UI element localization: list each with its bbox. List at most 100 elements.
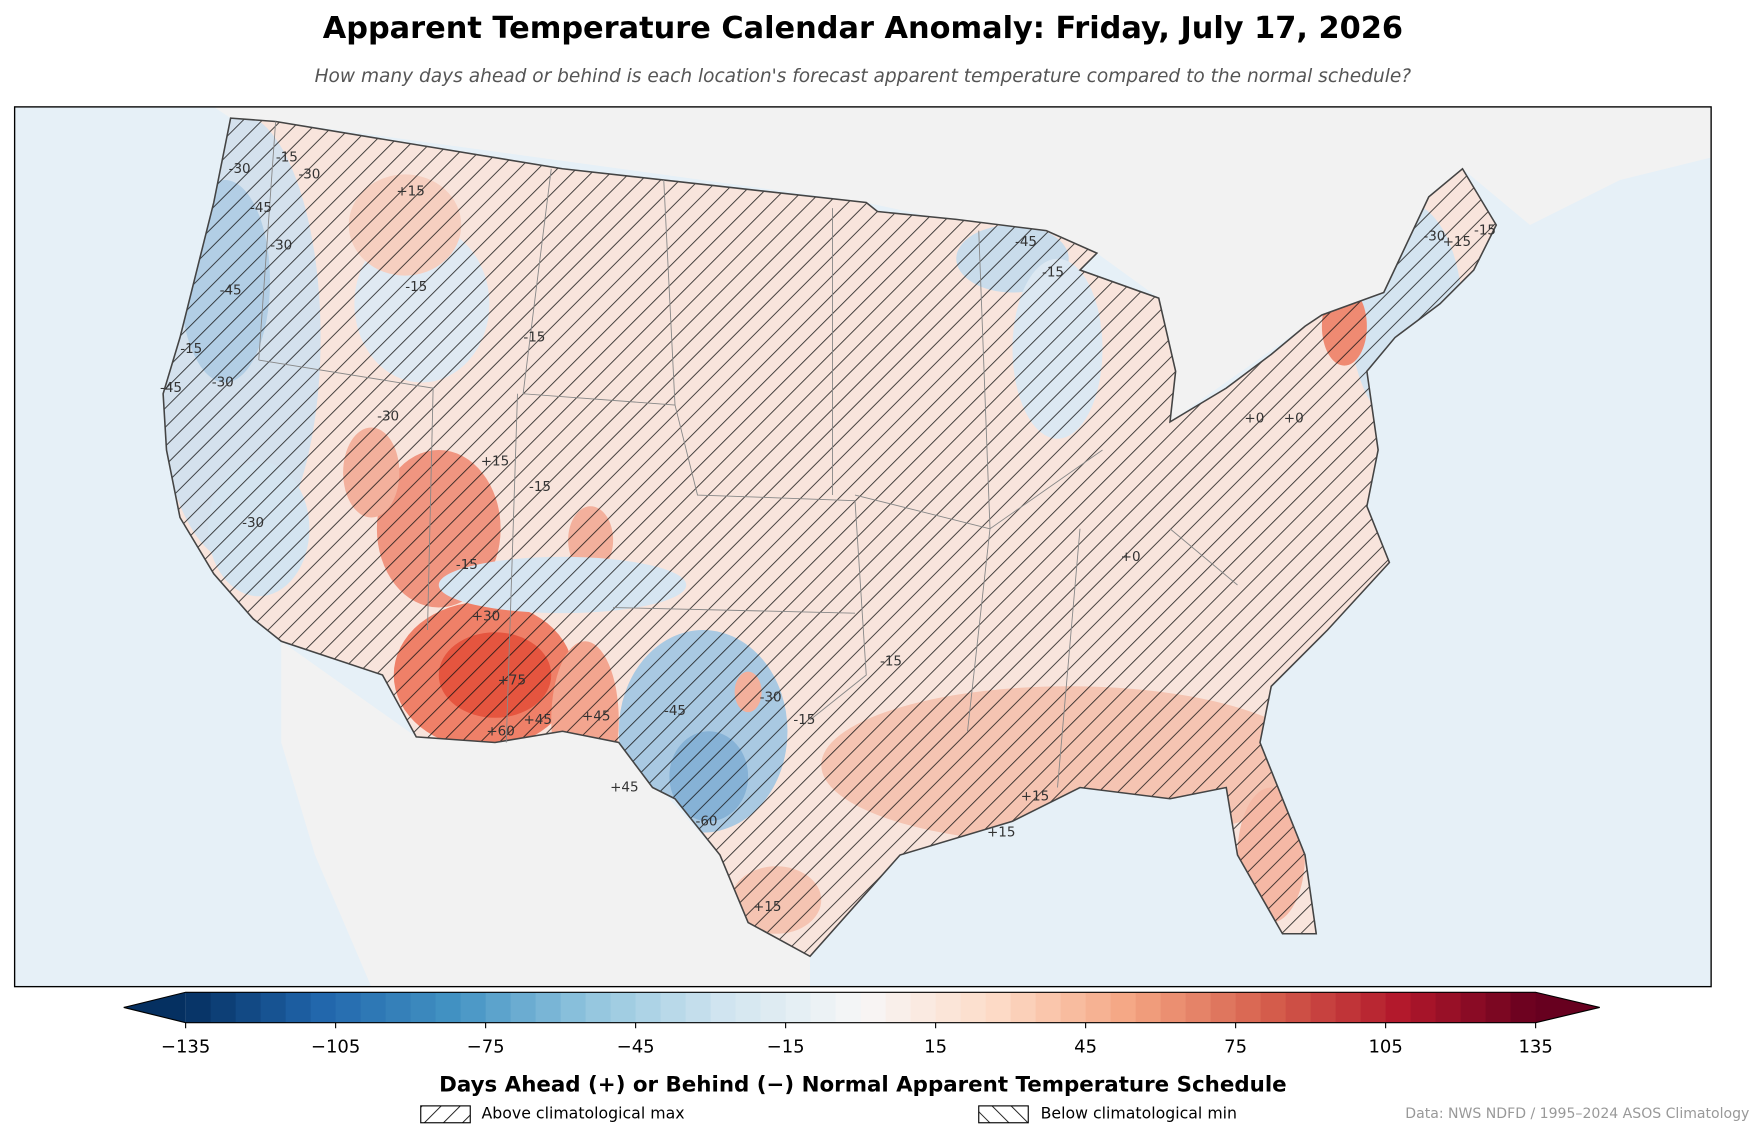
contour-label: +15: [753, 899, 781, 915]
contour-label: -45: [160, 380, 182, 396]
colorbar-segment: [435, 992, 462, 1023]
contour-label: -45: [220, 282, 242, 298]
contour-label: +75: [498, 673, 527, 689]
contour-label: +45: [524, 712, 553, 728]
colorbar-tick-label: −135: [161, 1036, 210, 1057]
colorbar-segment: [1485, 992, 1512, 1023]
colorbar-segment: [1160, 992, 1187, 1023]
subtitle: How many days ahead or behind is each lo…: [315, 66, 1412, 87]
colorbar-segment: [1185, 992, 1212, 1023]
colorbar-segment: [560, 992, 587, 1023]
colorbar-segment: [1385, 992, 1412, 1023]
contour-label: -15: [1042, 264, 1064, 280]
colorbar-segment: [460, 992, 487, 1023]
colorbar-segment: [810, 992, 837, 1023]
colorbar-segment: [960, 992, 987, 1023]
contour-label: +15: [396, 183, 425, 199]
colorbar-segment: [760, 992, 787, 1023]
contour-label: +45: [610, 780, 638, 796]
contour-label: -45: [1015, 234, 1037, 250]
colorbar-segment: [1060, 992, 1087, 1023]
colorbar-segment: [360, 992, 387, 1023]
colorbar-segment: [885, 992, 912, 1023]
colorbar-segment: [735, 992, 762, 1023]
mexico: [281, 641, 810, 987]
colorbar-segment: [1460, 992, 1487, 1023]
colorbar-segment: [1260, 992, 1287, 1023]
legend-label: Above climatological max: [482, 1103, 685, 1122]
contour-label: +15: [987, 825, 1015, 841]
colorbar-tick-label: −105: [311, 1036, 360, 1057]
contour-label: +15: [1021, 789, 1050, 805]
colorbar-segment: [985, 992, 1012, 1023]
contour-label: -15: [523, 330, 545, 346]
legend-swatch: [978, 1105, 1029, 1124]
colorbar-segment: [1235, 992, 1262, 1023]
contour-label: +45: [582, 709, 610, 725]
colorbar-segment: [610, 992, 637, 1023]
colorbar-segment: [1310, 992, 1337, 1023]
colorbar-segment: [535, 992, 562, 1023]
contour-label: -15: [456, 557, 478, 573]
contour-label: +0: [1244, 411, 1264, 427]
colorbar-tick-label: −15: [767, 1036, 805, 1057]
colorbar-segment: [335, 992, 362, 1023]
colorbar-tick-label: 135: [1518, 1036, 1552, 1057]
contour-label: -15: [880, 654, 902, 670]
colorbar-segment: [1435, 992, 1462, 1023]
colorbar-segment: [685, 992, 712, 1023]
colorbar-tick-label: −45: [617, 1036, 655, 1057]
contour-label: -30: [242, 515, 264, 531]
colorbar-segment: [510, 992, 537, 1023]
colorbar-segment: [710, 992, 737, 1023]
colorbar-segment: [785, 992, 812, 1023]
canada: [14, 106, 1712, 422]
colorbar-segment: [310, 992, 337, 1023]
colorbar-segment: [235, 992, 262, 1023]
colorbar-segment: [260, 992, 287, 1023]
colorbar-segment: [1360, 992, 1387, 1023]
colorbar-segment: [485, 992, 512, 1023]
colorbar-segment: [1035, 992, 1062, 1023]
legend-swatch: [420, 1105, 471, 1124]
credit: Data: NWS NDFD / 1995–2024 ASOS Climatol…: [1405, 1106, 1749, 1122]
contour-label: -15: [529, 479, 551, 495]
colorbar-segment: [1335, 992, 1362, 1023]
contour-label: -30: [1423, 228, 1445, 244]
colorbar-segment: [660, 992, 687, 1023]
colorbar-segment: [635, 992, 662, 1023]
contour-label: -15: [793, 712, 815, 728]
contour-label: -30: [229, 161, 251, 177]
colorbar-label: Days Ahead (+) or Behind (−) Normal Appa…: [439, 1073, 1287, 1098]
colorbar-segment: [210, 992, 237, 1023]
contour-label: -30: [212, 375, 234, 391]
contour-label: -30: [298, 166, 320, 182]
colorbar-segment: [585, 992, 612, 1023]
legend: Above climatological max Below climatolo…: [420, 1103, 1237, 1124]
colorbar-segment: [1085, 992, 1112, 1023]
colorbar-tick-label: −75: [467, 1036, 505, 1057]
contour-label: -15: [1474, 223, 1496, 239]
colorbar-segment: [1510, 992, 1537, 1023]
contour-label: -45: [664, 703, 686, 719]
contour-label: -15: [405, 279, 427, 295]
contour-label: +60: [486, 723, 515, 739]
colorbar-segment: [1210, 992, 1237, 1023]
colorbar-segment: [185, 992, 212, 1023]
contour-label: +15: [481, 453, 510, 469]
contour-label: -30: [760, 690, 782, 706]
contour-label: +0: [1121, 549, 1141, 565]
contour-label: -15: [276, 150, 298, 166]
colorbar-extend: [123, 992, 186, 1023]
colorbar-tick-label: 15: [924, 1036, 947, 1057]
legend-label: Below climatological min: [1041, 1103, 1237, 1122]
colorbar: −135 −105 −75 −45 −15 15 45 75 105 135: [123, 991, 1600, 1057]
colorbar-segment: [1285, 992, 1312, 1023]
colorbar-segment: [1010, 992, 1037, 1023]
contour-label: -60: [695, 813, 717, 829]
colorbar-tick-label: 75: [1224, 1036, 1247, 1057]
colorbar-segment: [835, 992, 862, 1023]
contour-label: -45: [250, 200, 272, 216]
colorbar-segment: [410, 992, 437, 1023]
